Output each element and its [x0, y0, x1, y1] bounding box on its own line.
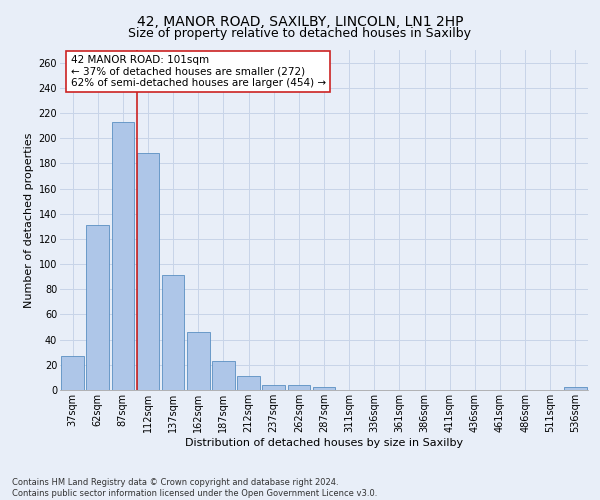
Text: Contains HM Land Registry data © Crown copyright and database right 2024.
Contai: Contains HM Land Registry data © Crown c…: [12, 478, 377, 498]
Text: Size of property relative to detached houses in Saxilby: Size of property relative to detached ho…: [128, 28, 472, 40]
Text: 42 MANOR ROAD: 101sqm
← 37% of detached houses are smaller (272)
62% of semi-det: 42 MANOR ROAD: 101sqm ← 37% of detached …: [71, 55, 326, 88]
Bar: [313, 388, 335, 390]
X-axis label: Distribution of detached houses by size in Saxilby: Distribution of detached houses by size …: [185, 438, 463, 448]
Bar: [212, 361, 235, 390]
Bar: [187, 332, 209, 390]
Bar: [86, 225, 109, 390]
Bar: [237, 376, 260, 390]
Y-axis label: Number of detached properties: Number of detached properties: [25, 132, 34, 308]
Text: 42, MANOR ROAD, SAXILBY, LINCOLN, LN1 2HP: 42, MANOR ROAD, SAXILBY, LINCOLN, LN1 2H…: [137, 15, 463, 29]
Bar: [112, 122, 134, 390]
Bar: [287, 385, 310, 390]
Bar: [162, 276, 184, 390]
Bar: [564, 388, 587, 390]
Bar: [61, 356, 84, 390]
Bar: [262, 385, 285, 390]
Bar: [137, 154, 160, 390]
